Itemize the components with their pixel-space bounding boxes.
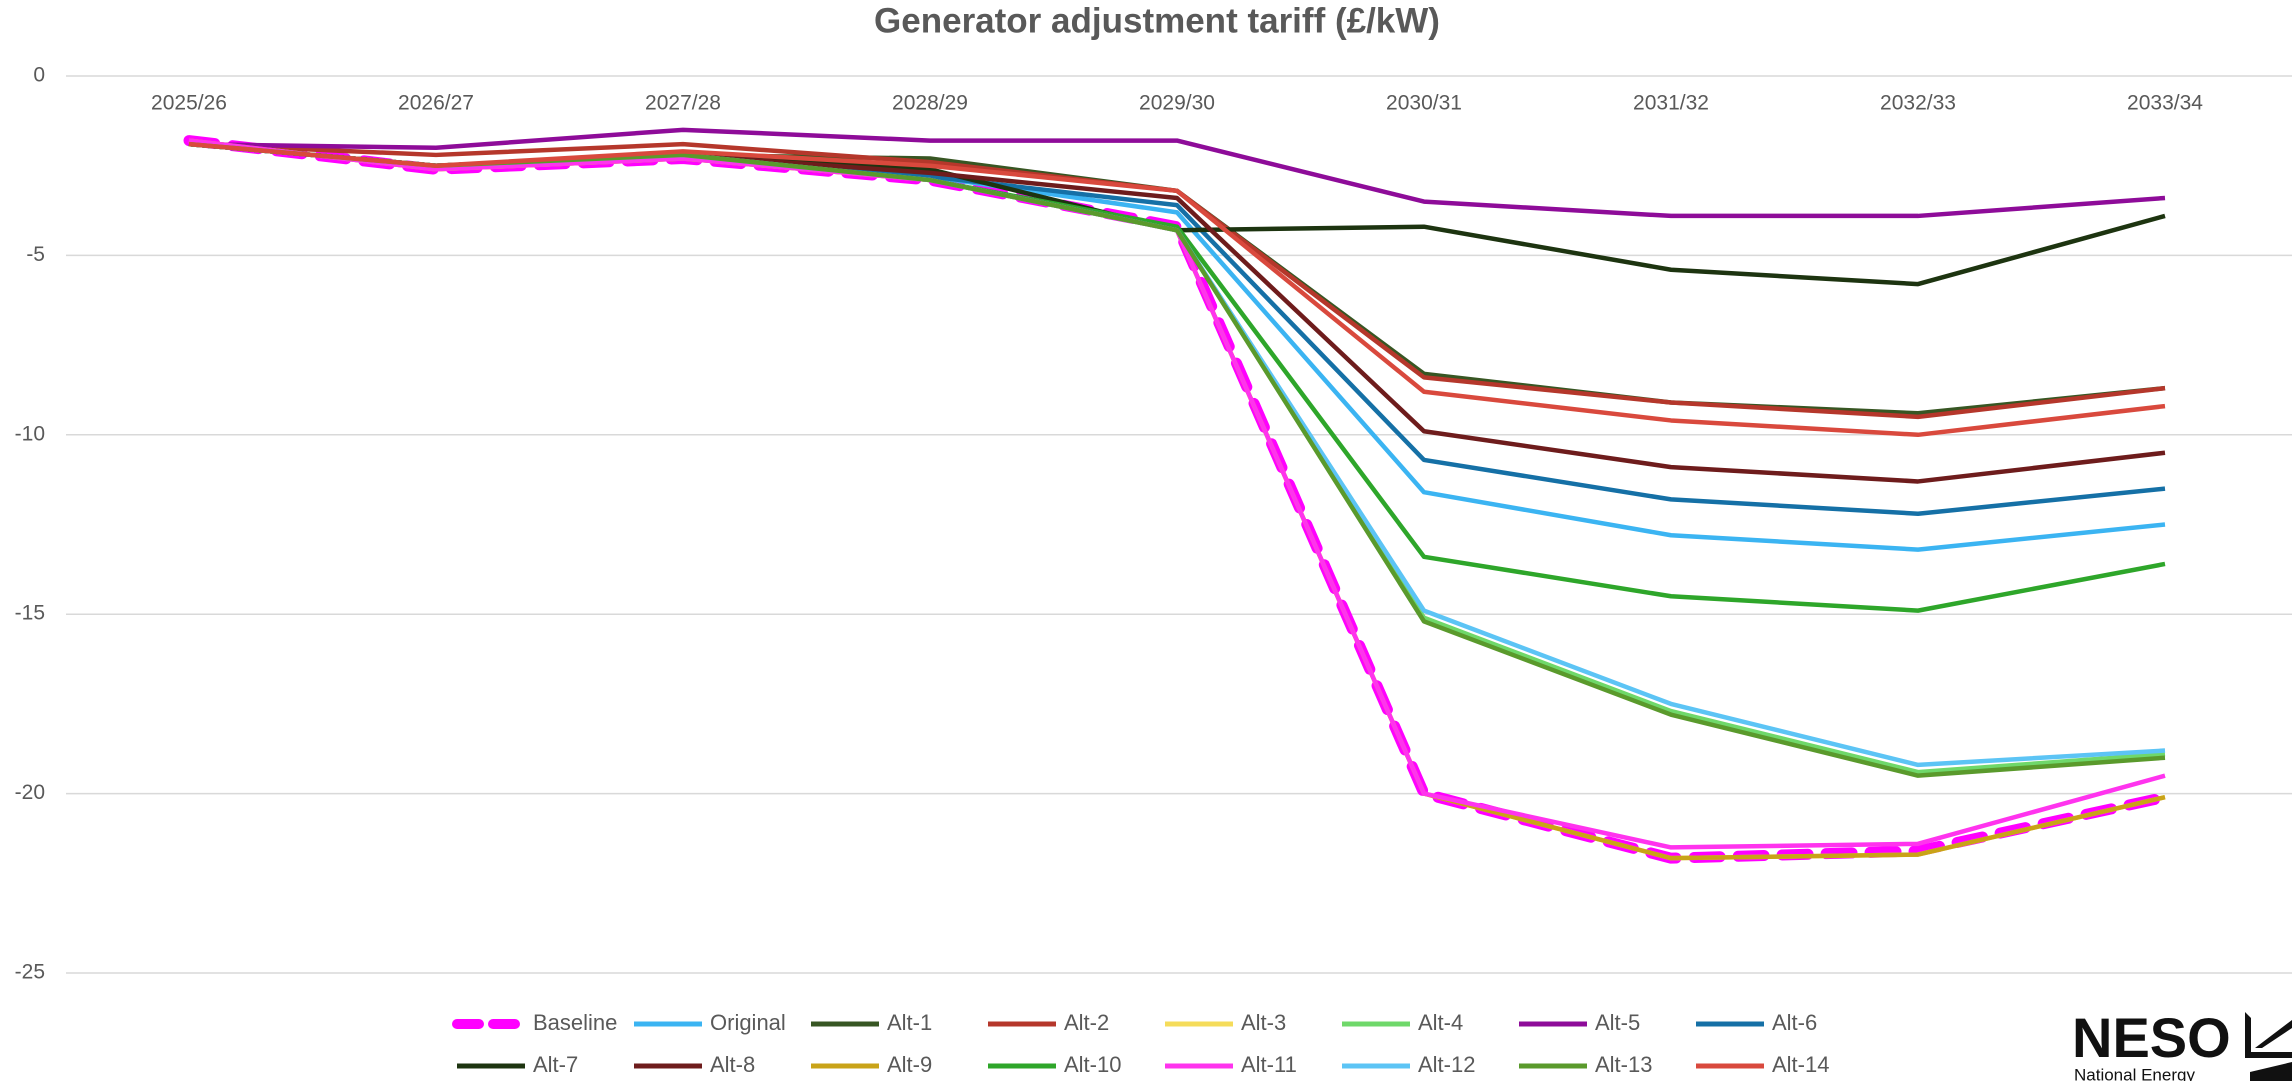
x-tick-label: 2031/32 [1633,92,1709,115]
series-line [188,141,2166,416]
y-tick-label: -25 [15,961,45,984]
legend-label: Alt-5 [1595,1010,1640,1035]
legend-label: Alt-9 [887,1052,932,1077]
legend-item: Alt-2 [988,1010,1109,1035]
x-tick-label: 2033/34 [2127,92,2203,115]
legend-item: Alt-7 [457,1052,578,1077]
y-tick-label: -15 [15,602,45,625]
legend-label: Alt-11 [1241,1052,1297,1077]
series-line [188,141,2166,775]
x-tick-label: 2028/29 [892,92,968,115]
legend-item: Alt-13 [1519,1052,1652,1077]
logo-icon [2250,1062,2292,1081]
legend-item: Alt-9 [811,1052,932,1077]
legend-label: Alt-1 [887,1010,932,1035]
x-tick-label: 2027/28 [645,92,721,115]
x-tick-label: 2029/30 [1139,92,1215,115]
x-tick-label: 2025/26 [151,92,227,115]
legend-item: Alt-14 [1696,1052,1829,1077]
x-tick-label: 2026/27 [398,92,474,115]
logo-tagline: National Energy [2074,1065,2195,1081]
y-tick-label: 0 [33,64,45,87]
y-tick-label: -10 [15,422,45,445]
legend-item: Alt-10 [988,1052,1121,1077]
legend-item: Alt-1 [811,1010,932,1035]
legend-label: Original [710,1010,786,1035]
legend-label: Alt-8 [710,1052,755,1077]
y-tick-label: -20 [15,781,45,804]
legend-label: Alt-12 [1418,1052,1475,1077]
legend-label: Alt-7 [533,1052,578,1077]
logo: NESO National Energy [2072,1006,2292,1081]
legend-label: Alt-3 [1241,1010,1286,1035]
legend-item: Baseline [452,1010,617,1035]
y-tick-label: -5 [26,243,45,266]
x-tick-label: 2032/33 [1880,92,1956,115]
legend-item: Alt-4 [1342,1010,1463,1035]
series-line [188,127,2166,219]
x-tick-label: 2030/31 [1386,92,1462,115]
legend-item: Alt-11 [1165,1052,1297,1077]
legend-label: Baseline [533,1010,617,1035]
series-line [188,141,2166,438]
legend-item: Alt-8 [634,1052,755,1077]
legend-label: Alt-13 [1595,1052,1652,1077]
series-line [188,141,2166,768]
legend-item: Alt-12 [1342,1052,1475,1077]
legend-item: Alt-6 [1696,1010,1817,1035]
legend-item: Original [634,1010,786,1035]
legend-item: Alt-3 [1165,1010,1286,1035]
legend-label: Alt-2 [1064,1010,1109,1035]
logo-name: NESO [2072,1006,2231,1069]
legend-label: Alt-4 [1418,1010,1463,1035]
legend-label: Alt-14 [1772,1052,1829,1077]
legend-label: Alt-10 [1064,1052,1121,1077]
legend-item: Alt-5 [1519,1010,1640,1035]
logo-icon [2245,1012,2292,1058]
series-line [188,141,2166,778]
legend-label: Alt-6 [1772,1010,1817,1035]
series-line [188,138,2166,850]
chart-title: Generator adjustment tariff (£/kW) [874,1,1440,40]
